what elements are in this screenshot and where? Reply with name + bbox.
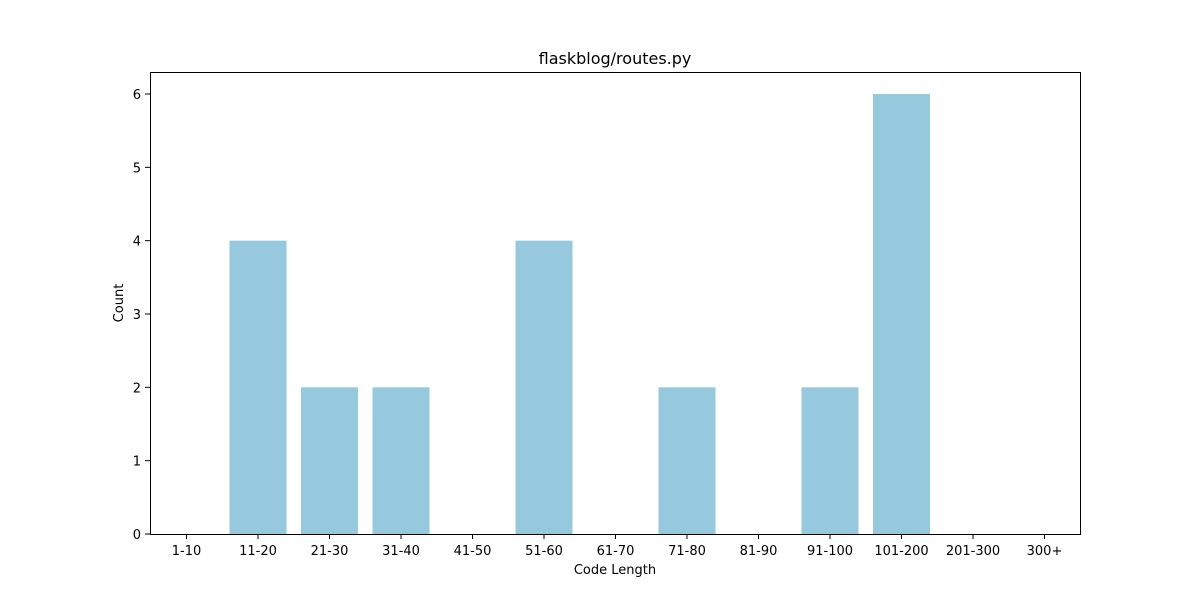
x-tick-label: 41-50 xyxy=(454,544,492,559)
bar-21-30 xyxy=(301,387,358,534)
bar-51-60 xyxy=(515,240,573,535)
y-axis: 0 1 2 3 4 5 6 xyxy=(133,88,150,543)
bar-71-80 xyxy=(658,387,716,534)
y-tick-label: 6 xyxy=(133,88,141,103)
x-tick-label: 201-300 xyxy=(946,544,1000,559)
x-axis: 1-10 11-20 21-30 31-40 41-50 51-60 61-70 71-80 8… xyxy=(172,534,1063,559)
plot-frame xyxy=(150,72,1081,535)
y-axis-label: Count xyxy=(112,284,127,323)
bar-11-20 xyxy=(229,240,287,535)
bar-101-200 xyxy=(873,94,930,534)
y-tick-label: 5 xyxy=(133,161,141,176)
x-tick-label: 61-70 xyxy=(597,544,635,559)
x-tick-label: 51-60 xyxy=(525,544,563,559)
x-tick-label: 1-10 xyxy=(172,544,202,559)
bar-31-40 xyxy=(372,387,430,534)
y-tick-label: 0 xyxy=(133,528,141,543)
bar-91-100 xyxy=(801,387,859,534)
x-tick-label: 21-30 xyxy=(311,544,349,559)
x-tick-label: 300+ xyxy=(1027,544,1063,559)
x-tick-label: 71-80 xyxy=(668,544,706,559)
y-tick-label: 4 xyxy=(133,235,141,250)
chart-title: flaskblog/routes.py xyxy=(539,49,692,68)
x-tick-label: 11-20 xyxy=(239,544,277,559)
x-tick-label: 31-40 xyxy=(382,544,420,559)
x-tick-label: 91-100 xyxy=(807,544,853,559)
x-axis-label: Code Length xyxy=(574,563,656,578)
x-tick-label: 81-90 xyxy=(740,544,778,559)
y-tick-label: 1 xyxy=(133,455,141,470)
y-tick-label: 2 xyxy=(133,381,141,396)
x-tick-label: 101-200 xyxy=(874,544,928,559)
y-tick-label: 3 xyxy=(133,308,141,323)
bars-layer xyxy=(229,94,930,535)
